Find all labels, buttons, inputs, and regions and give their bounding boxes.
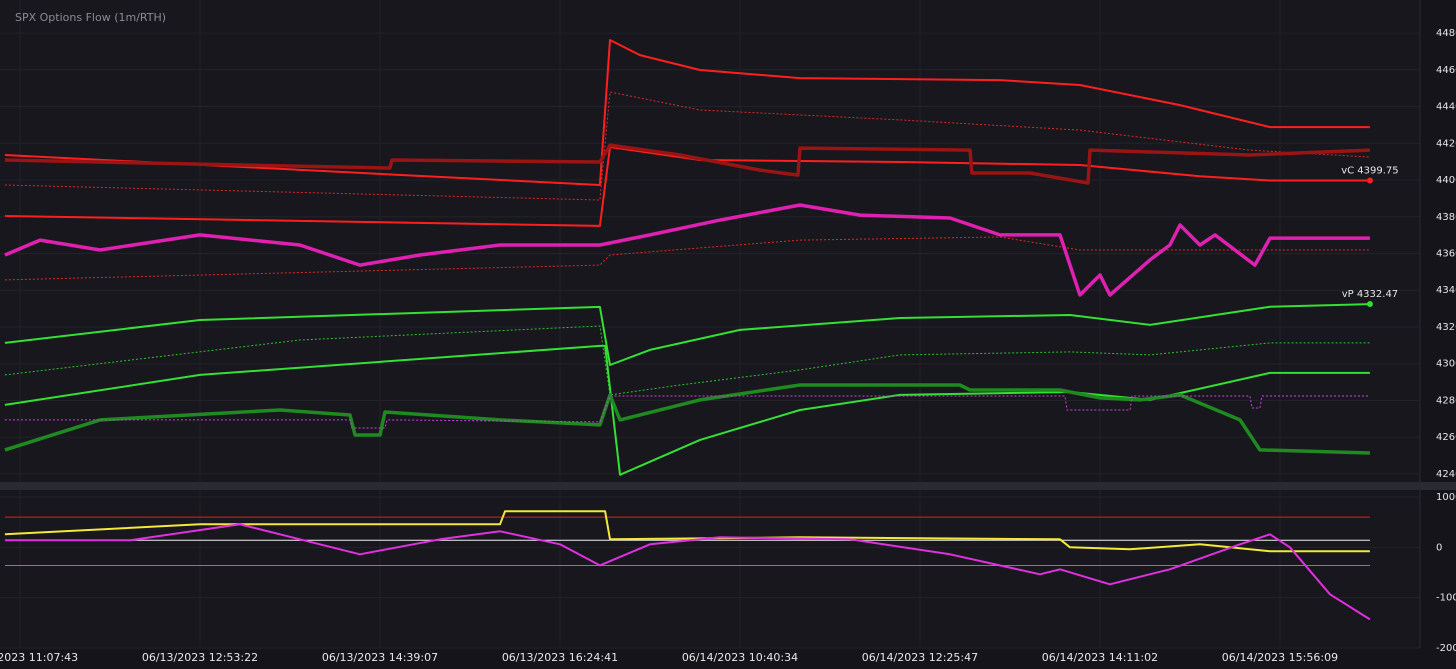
y-tick-label: 4480 <box>1436 28 1456 39</box>
series-line <box>4 395 1370 429</box>
y-tick-label: 4260 <box>1436 432 1456 443</box>
x-tick-label: 06/13/2023 12:53:22 <box>142 651 258 664</box>
y-tick-label: 4380 <box>1436 212 1456 223</box>
plot: vC 4399.75 vP 4332.47 <box>4 39 1399 621</box>
y-tick-label: -2000 <box>1436 643 1456 654</box>
panel-separator <box>0 482 1456 490</box>
series-line <box>4 39 1370 186</box>
y-tick-label: 4460 <box>1436 65 1456 76</box>
series-line <box>4 325 1370 396</box>
y-tick-label: 4340 <box>1436 285 1456 296</box>
series-line <box>4 523 1371 621</box>
x-tick-label: 06/14/2023 12:25:47 <box>862 651 978 664</box>
y-tick-label: 4280 <box>1436 395 1456 406</box>
main-panel <box>0 0 1420 482</box>
grid <box>0 0 1420 649</box>
chart-title: SPX Options Flow (1m/RTH) <box>15 11 166 24</box>
x-tick-label: 06/14/2023 10:40:34 <box>682 651 798 664</box>
x-tick-label: 06/13/2023 11:07:43 <box>0 651 78 664</box>
series-line <box>4 303 1370 366</box>
series-line <box>4 203 1370 297</box>
end-marker <box>1366 301 1373 308</box>
x-tick-label: 06/14/2023 15:56:09 <box>1222 651 1338 664</box>
y-tick-label: 4400 <box>1436 175 1456 186</box>
x-tick-label: 06/14/2023 14:11:02 <box>1042 651 1158 664</box>
end-label: vP 4332.47 <box>1342 289 1398 300</box>
y-tick-label: 4360 <box>1436 248 1456 259</box>
y-tick-label: 4440 <box>1436 102 1456 113</box>
y-tick-label: 4240 <box>1436 469 1456 480</box>
y-tick-label: 4420 <box>1436 138 1456 149</box>
end-label: vC 4399.75 <box>1341 165 1398 176</box>
series-line <box>4 236 1370 281</box>
series-line <box>4 91 1370 201</box>
lower-panel <box>0 490 1420 648</box>
y-tick-label: 4300 <box>1436 359 1456 370</box>
x-tick-label: 06/13/2023 16:24:41 <box>502 651 618 664</box>
y-tick-label: 0 <box>1436 542 1442 553</box>
series-line <box>4 383 1370 455</box>
y-tick-label: 4320 <box>1436 322 1456 333</box>
x-tick-label: 06/13/2023 14:39:07 <box>322 651 438 664</box>
end-marker <box>1366 177 1373 184</box>
series-line <box>4 510 1370 553</box>
series-line <box>4 146 1370 227</box>
series-line <box>4 143 1370 185</box>
